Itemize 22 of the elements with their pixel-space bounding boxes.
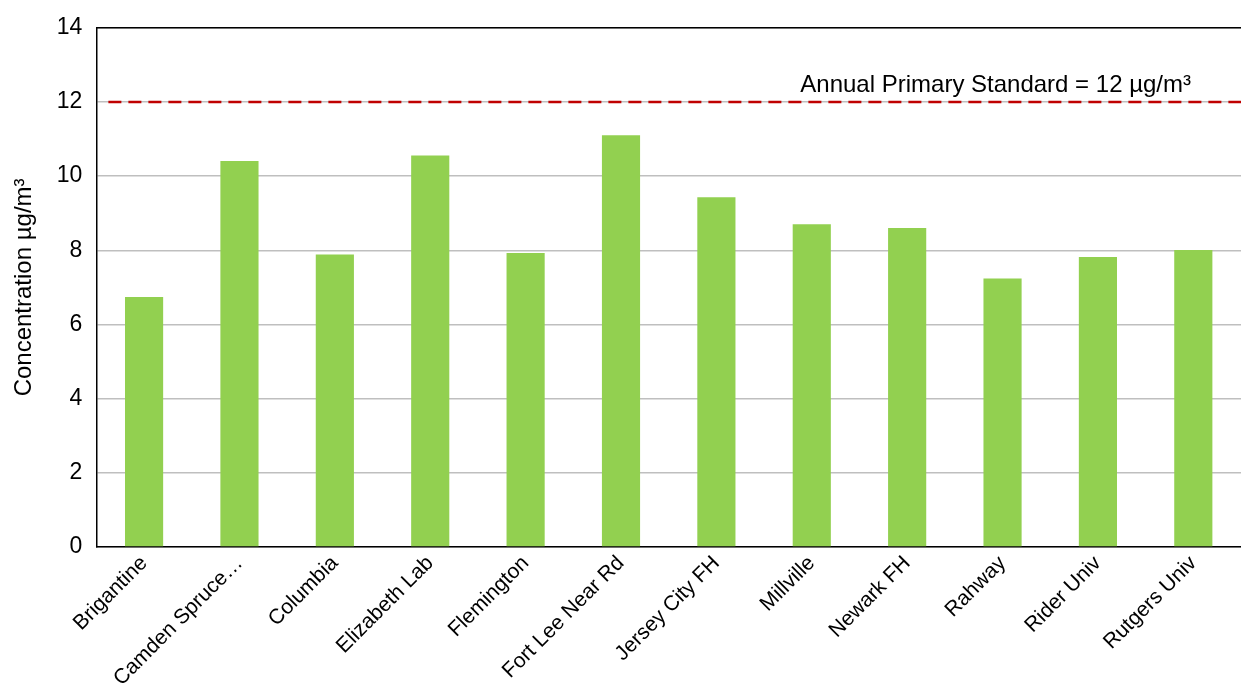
bar <box>1174 249 1213 547</box>
y-tick-label: 2 <box>69 458 83 485</box>
y-tick-label: 8 <box>69 235 83 262</box>
bar <box>697 197 736 547</box>
bar <box>601 135 641 547</box>
y-tick-label: 0 <box>69 532 83 559</box>
bar <box>220 160 259 547</box>
bar <box>125 297 164 547</box>
y-tick-label: 6 <box>69 309 83 336</box>
bar <box>983 278 1022 547</box>
bar <box>411 155 450 547</box>
y-tick-label: 12 <box>56 87 83 114</box>
bar <box>888 228 927 547</box>
y-tick-label: 10 <box>56 161 83 188</box>
bar <box>1078 257 1117 547</box>
bar <box>792 224 831 547</box>
y-axis-title: Concentration µg/m³ <box>9 178 37 397</box>
y-tick-label: 14 <box>56 13 83 40</box>
bar <box>315 254 354 547</box>
ref-line-label: Annual Primary Standard = 12 µg/m³ <box>800 69 1191 97</box>
bar <box>506 252 545 547</box>
y-tick-label: 4 <box>69 384 83 411</box>
